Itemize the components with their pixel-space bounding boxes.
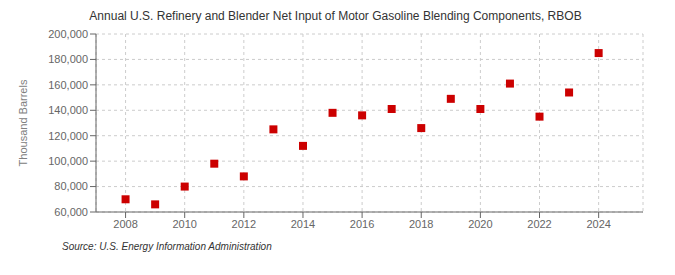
svg-text:2012: 2012 [232, 218, 256, 230]
svg-text:180,000: 180,000 [48, 53, 88, 65]
html-text:Source: U.S. Energy Informatio: Source: U.S. Energy Information Administ… [62, 241, 272, 252]
svg-text:200,000: 200,000 [48, 28, 88, 40]
svg-text:60,000: 60,000 [54, 206, 88, 218]
svg-text:140,000: 140,000 [48, 104, 88, 116]
svg-text:2024: 2024 [586, 218, 610, 230]
svg-text:2014: 2014 [291, 218, 315, 230]
svg-text:100,000: 100,000 [48, 155, 88, 167]
svg-text:2008: 2008 [113, 218, 137, 230]
svg-text:2022: 2022 [527, 218, 551, 230]
html-text:Annual U.S. Refinery and Blend: Annual U.S. Refinery and Blender Net Inp… [89, 9, 582, 23]
svg-text:160,000: 160,000 [48, 79, 88, 91]
svg-text:2010: 2010 [172, 218, 196, 230]
svg-text:2016: 2016 [350, 218, 374, 230]
svg-text:2018: 2018 [409, 218, 433, 230]
svg-text:2020: 2020 [468, 218, 492, 230]
svg-text:80,000: 80,000 [54, 180, 88, 192]
svg-text:120,000: 120,000 [48, 130, 88, 142]
svg-text:Thousand Barrels: Thousand Barrels [17, 79, 29, 166]
